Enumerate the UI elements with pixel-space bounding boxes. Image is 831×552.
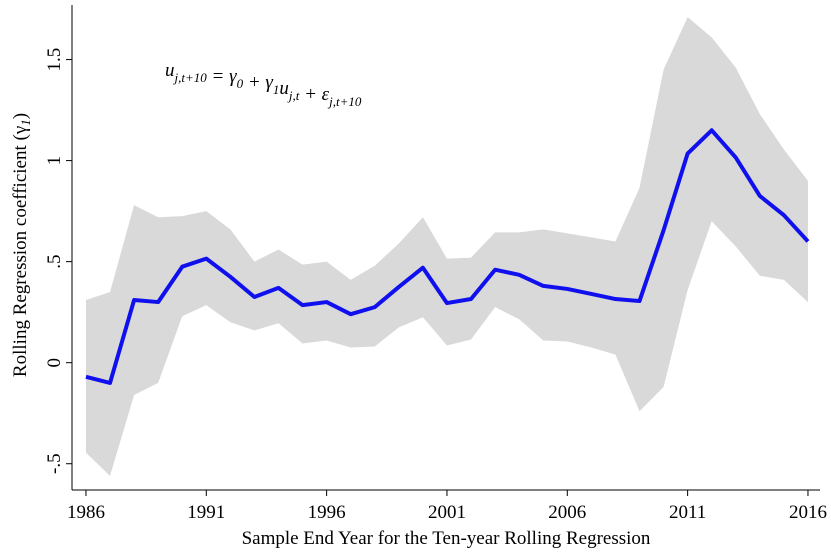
- equation-sub: j,t: [287, 88, 300, 103]
- x-tick-label: 1991: [187, 502, 225, 523]
- x-tick-label: 1986: [67, 502, 105, 523]
- y-label-sub: 1: [18, 119, 33, 126]
- equation-sub: 0: [237, 76, 244, 91]
- y-tick-label: .5: [44, 255, 65, 269]
- equation-part: + γ: [243, 72, 273, 93]
- equation-part: u: [165, 60, 175, 81]
- x-tick-label: 2016: [789, 502, 827, 523]
- y-label-end: ): [10, 113, 31, 119]
- y-tick-label: 1: [44, 156, 65, 166]
- x-tick-label: 2001: [428, 502, 466, 523]
- equation-sub: j,t+10: [327, 94, 362, 109]
- x-tick-label: 1996: [308, 502, 346, 523]
- y-tick-label: 1.5: [44, 48, 65, 72]
- y-axis-label: Rolling Regression coefficient (γ1): [10, 113, 33, 377]
- y-label-text: Rolling Regression coefficient (γ: [10, 126, 31, 377]
- line: [85, 128, 810, 385]
- equation-sub: 1: [273, 82, 280, 97]
- x-tick-label: 2006: [548, 502, 586, 523]
- equation-part: = γ: [207, 66, 237, 87]
- confidence-band: [85, 17, 808, 476]
- equation: uj,t+10 = γ0 + γ1uj,t + εj,t+10: [165, 60, 362, 109]
- x-axis-label: Sample End Year for the Ten-year Rolling…: [242, 528, 651, 549]
- equation-part: u: [279, 78, 289, 99]
- y-tick-label: -.5: [44, 453, 65, 474]
- equation-part: + ε: [299, 84, 329, 105]
- x-tick-label: 2011: [669, 502, 706, 523]
- y-tick-label: 0: [44, 358, 65, 368]
- equation-sub: j,t+10: [173, 70, 208, 85]
